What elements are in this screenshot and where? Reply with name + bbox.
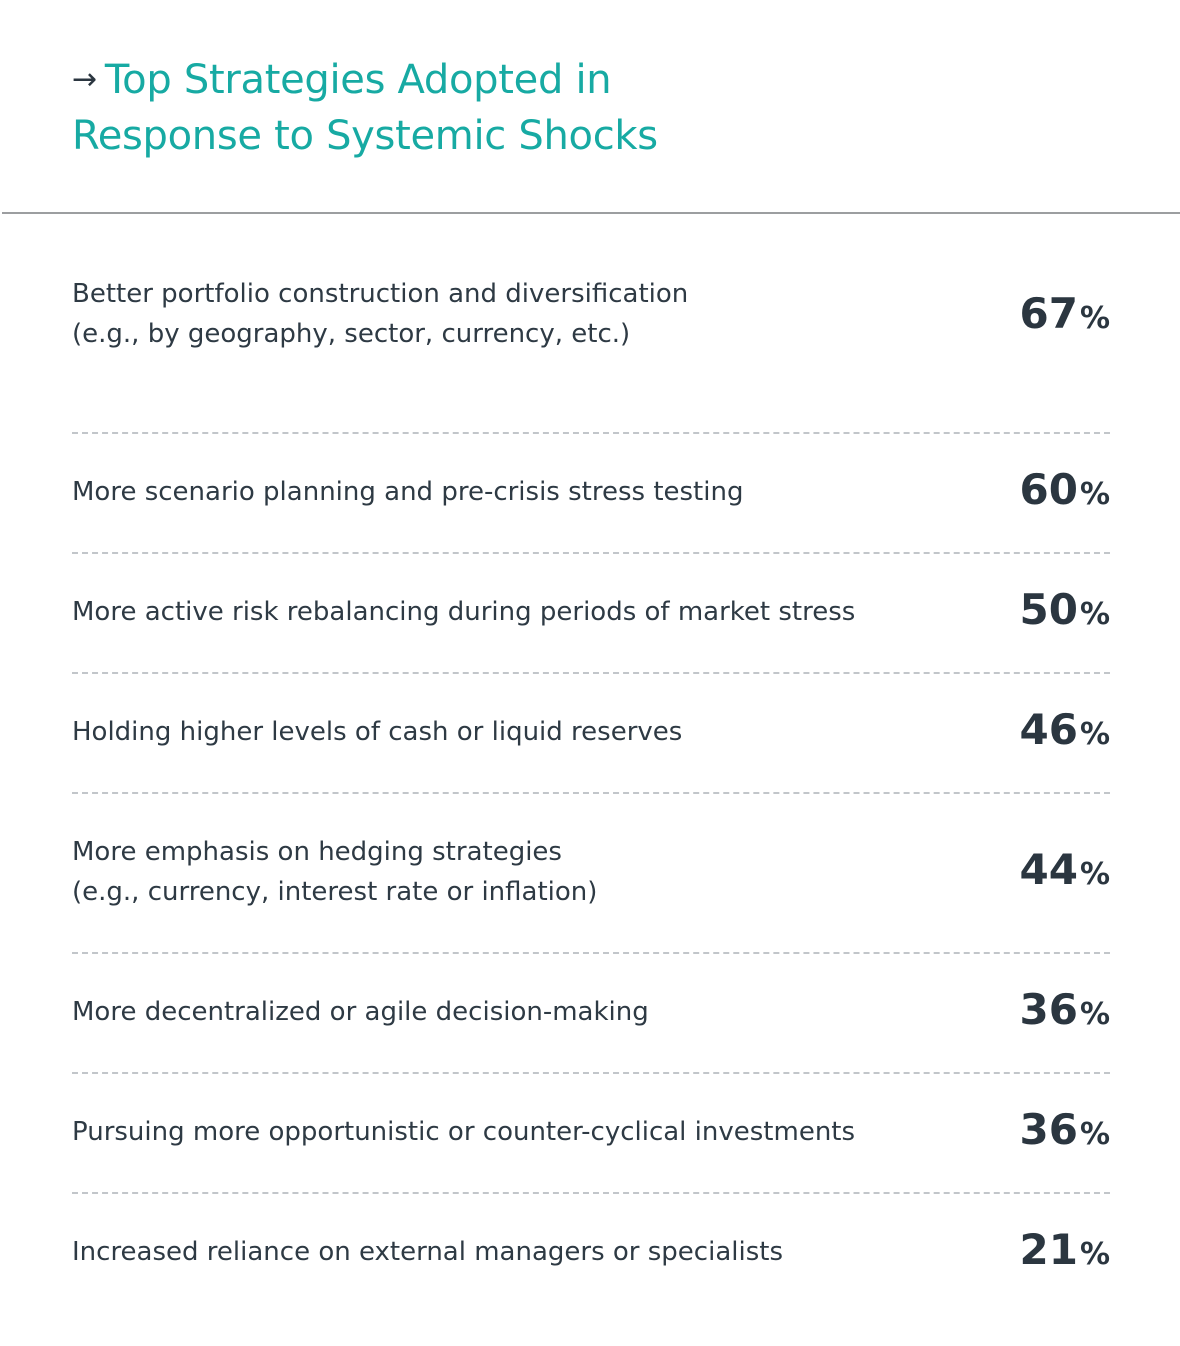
percent-sign: %	[1079, 301, 1110, 337]
row-value: 50%	[1019, 585, 1110, 634]
percent-sign: %	[1079, 477, 1110, 513]
value-number: 46	[1019, 705, 1078, 755]
row-value: 46%	[1019, 705, 1110, 754]
table-row: More active risk rebalancing during peri…	[72, 554, 1110, 674]
table-row: Pursuing more opportunistic or counter-c…	[72, 1074, 1110, 1194]
row-value: 67%	[1019, 289, 1110, 338]
row-value: 36%	[1019, 985, 1110, 1034]
row-label-line: More active risk rebalancing during peri…	[72, 597, 856, 627]
percent-sign: %	[1079, 997, 1110, 1033]
percent-sign: %	[1079, 1117, 1110, 1153]
table-row: Better portfolio construction and divers…	[72, 274, 1110, 434]
row-label: More decentralized or agile decision-mak…	[72, 954, 1110, 1032]
chart-title-text-1: Top Strategies Adopted in	[104, 57, 612, 103]
table-row: Holding higher levels of cash or liquid …	[72, 674, 1110, 794]
row-label-line: (e.g., by geography, sector, currency, e…	[72, 319, 631, 349]
row-value: 36%	[1019, 1105, 1110, 1154]
arrow-right-icon: →	[72, 62, 97, 97]
value-number: 50	[1019, 585, 1078, 635]
value-number: 44	[1019, 845, 1078, 895]
row-value: 44%	[1019, 845, 1110, 894]
row-label: More scenario planning and pre-crisis st…	[72, 434, 1110, 512]
row-label-line: More scenario planning and pre-crisis st…	[72, 477, 744, 507]
row-label: Holding higher levels of cash or liquid …	[72, 674, 1110, 752]
percent-sign: %	[1079, 717, 1110, 753]
row-label-line: Increased reliance on external managers …	[72, 1237, 783, 1267]
chart-title-line-1: → Top Strategies Adopted in	[72, 52, 1072, 108]
table-row: Increased reliance on external managers …	[72, 1194, 1110, 1314]
row-label: More emphasis on hedging strategies (e.g.…	[72, 794, 1110, 912]
percent-sign: %	[1079, 597, 1110, 633]
row-label: More active risk rebalancing during peri…	[72, 554, 1110, 632]
row-label: Better portfolio construction and divers…	[72, 274, 1110, 354]
row-label: Increased reliance on external managers …	[72, 1194, 1110, 1272]
row-label-line: More decentralized or agile decision-mak…	[72, 997, 649, 1027]
percent-sign: %	[1079, 857, 1110, 893]
header-divider	[2, 212, 1180, 214]
row-label-line: Holding higher levels of cash or liquid …	[72, 717, 683, 747]
value-number: 21	[1019, 1225, 1078, 1275]
row-label: Pursuing more opportunistic or counter-c…	[72, 1074, 1110, 1152]
row-value: 60%	[1019, 465, 1110, 514]
chart-title-line-2: Response to Systemic Shocks	[72, 113, 658, 159]
strategy-table: Better portfolio construction and divers…	[72, 274, 1110, 1314]
row-value: 21%	[1019, 1225, 1110, 1274]
value-number: 67	[1019, 289, 1078, 339]
table-row: More scenario planning and pre-crisis st…	[72, 434, 1110, 554]
table-row: More decentralized or agile decision-mak…	[72, 954, 1110, 1074]
chart-header: → Top Strategies Adopted in Response to S…	[72, 52, 1072, 164]
percent-sign: %	[1079, 1237, 1110, 1273]
row-label-line: (e.g., currency, interest rate or inflat…	[72, 877, 598, 907]
row-label-line: Better portfolio construction and divers…	[72, 279, 689, 309]
table-row: More emphasis on hedging strategies (e.g.…	[72, 794, 1110, 954]
row-label-line: Pursuing more opportunistic or counter-c…	[72, 1117, 856, 1147]
chart-title: → Top Strategies Adopted in Response to S…	[72, 52, 1072, 164]
value-number: 36	[1019, 1105, 1078, 1155]
value-number: 36	[1019, 985, 1078, 1035]
row-label-line: More emphasis on hedging strategies	[72, 837, 562, 867]
value-number: 60	[1019, 465, 1078, 515]
